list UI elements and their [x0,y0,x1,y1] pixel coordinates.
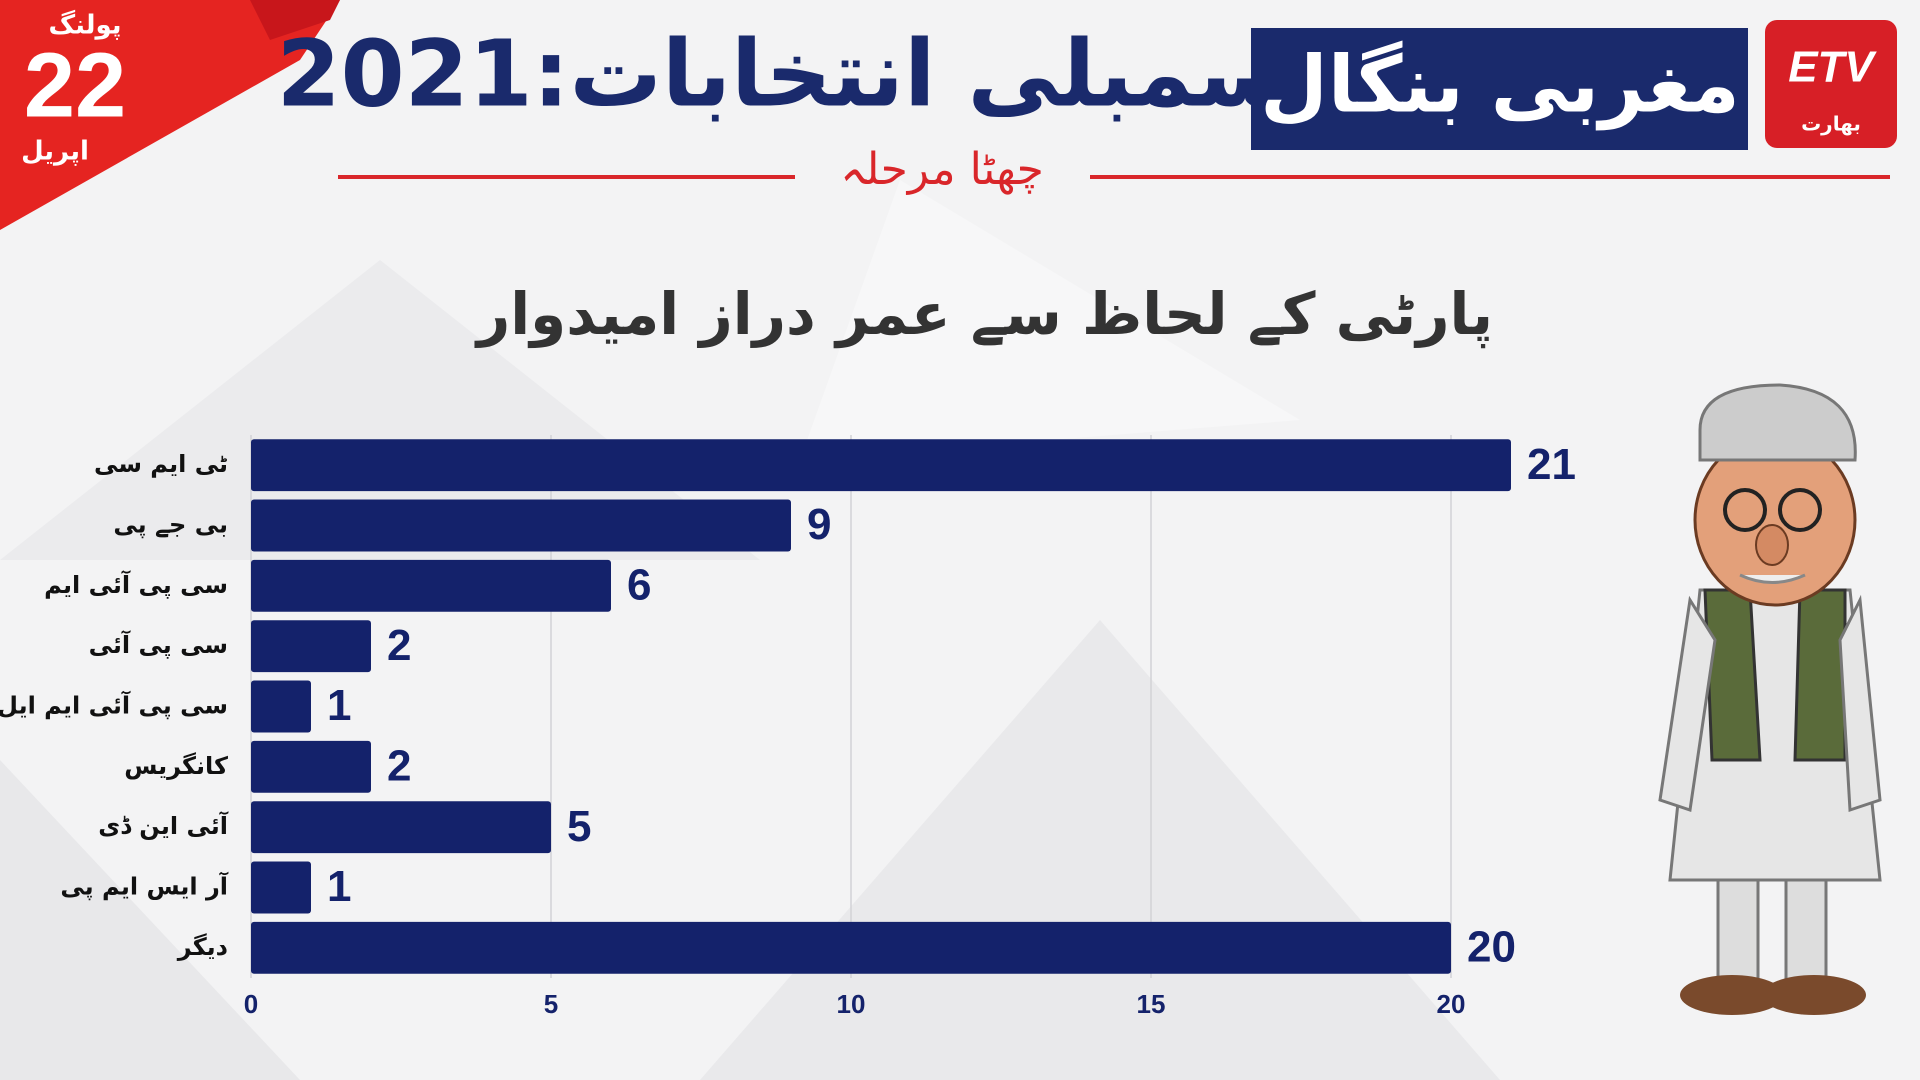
bar [251,439,1511,492]
y-tick-label: دیگر [177,933,228,961]
logo-mark: ETV [1788,43,1877,92]
title-box [1251,28,1748,150]
date-badge [0,0,340,230]
value-label: 5 [567,802,591,851]
bar [251,740,371,793]
chart-title: پارٹی کے لحاظ سے عمر دراز امیدوار [474,280,1493,349]
value-label: 2 [387,621,411,670]
value-label: 1 [327,681,351,730]
y-tick-label: کانگریس [124,752,228,780]
x-tick-label: 20 [1437,989,1466,1019]
y-tick-label: بی جے پی [113,511,228,539]
bar [251,801,551,854]
value-label: 1 [327,862,351,911]
value-label: 21 [1527,440,1576,489]
x-tick-label: 15 [1137,989,1166,1019]
subtitle: چھٹا مرحلہ [840,144,1044,195]
x-tick-label: 10 [837,989,866,1019]
y-tick-label: سی پی آئی [89,630,228,659]
y-tick-label: ٹی ایم سی [94,450,228,478]
value-label: 6 [627,560,651,609]
logo-text: بھارت [1801,112,1861,136]
y-tick-label: آئی این ڈی [98,811,229,840]
value-label: 9 [807,500,831,549]
y-tick-label: سی پی آئی ایم ایل [0,691,228,720]
bar [251,680,311,733]
bar [251,559,611,612]
y-tick-label: سی پی آئی ایم [44,570,228,599]
badge-day: 22 [24,34,126,136]
bar [251,499,791,552]
x-tick-label: 5 [544,989,558,1019]
logo [1765,20,1897,148]
bar [251,921,1451,974]
state-title: مغربی بنگال [1260,40,1740,130]
value-label: 2 [387,741,411,790]
value-label: 20 [1467,922,1516,971]
x-tick-label: 0 [244,989,258,1019]
title: اسمبلی انتخابات:2021 [277,20,1320,127]
cartoon [1658,383,1882,1015]
bar [251,861,311,914]
badge-text: پولنگ [48,10,121,41]
bar [251,620,371,673]
badge-text: اپریل [21,137,89,167]
y-tick-label: آر ایس ایم پی [60,872,228,901]
